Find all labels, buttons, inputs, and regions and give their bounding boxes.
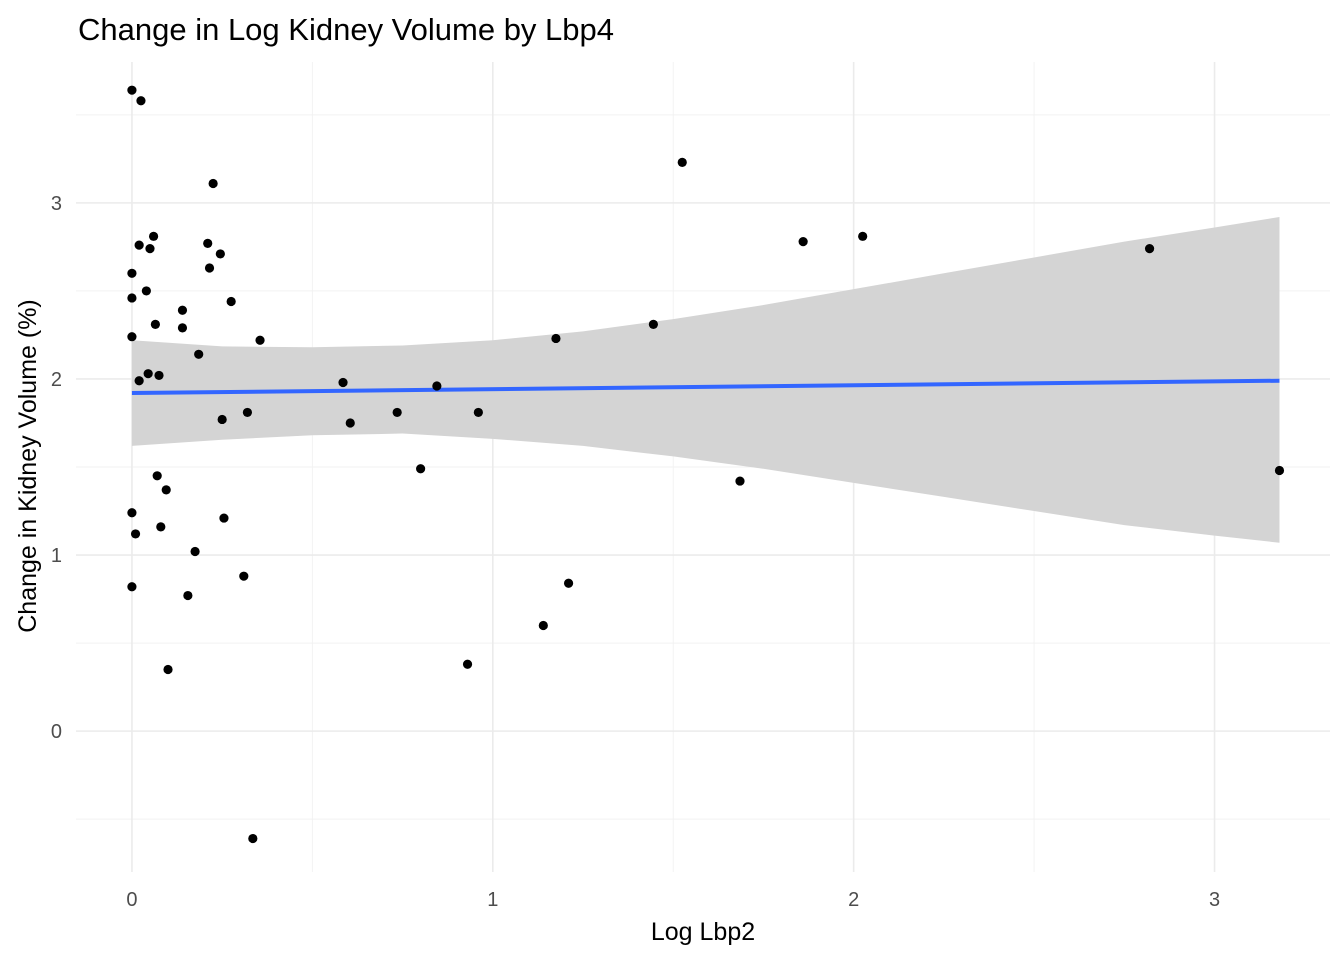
data-point xyxy=(204,263,215,273)
data-point xyxy=(150,319,160,329)
data-point xyxy=(473,407,483,418)
data-point xyxy=(136,96,146,106)
y-tick-label: 0 xyxy=(51,721,62,743)
data-point xyxy=(194,349,204,359)
data-point xyxy=(416,464,426,474)
regression-line xyxy=(131,378,1280,396)
data-point xyxy=(203,238,213,248)
data-point xyxy=(127,85,137,95)
data-point xyxy=(858,231,868,241)
data-point xyxy=(177,323,188,333)
data-point xyxy=(1144,244,1155,254)
data-point xyxy=(217,414,227,425)
x-tick-label: 1 xyxy=(487,889,498,911)
data-point xyxy=(134,376,144,386)
y-tick-label: 3 xyxy=(51,193,62,215)
x-tick-label: 0 xyxy=(126,889,137,911)
data-point xyxy=(208,178,218,189)
data-point xyxy=(551,333,561,344)
y-axis-title: Change in Kidney Volume (%) xyxy=(14,299,42,633)
data-point xyxy=(215,249,225,259)
fit-line xyxy=(131,378,1280,396)
x-tick-labels: 0 1 2 3 xyxy=(126,889,1220,911)
confidence-band xyxy=(131,216,1280,543)
data-point xyxy=(148,231,159,241)
data-point xyxy=(248,833,258,844)
data-point xyxy=(143,369,153,379)
data-point xyxy=(127,293,137,303)
data-point xyxy=(462,659,473,669)
data-point xyxy=(798,237,808,247)
data-point xyxy=(345,418,355,428)
x-tick-label: 2 xyxy=(848,889,859,911)
data-point xyxy=(563,578,574,588)
data-point xyxy=(219,513,229,523)
data-point xyxy=(338,377,348,388)
data-point xyxy=(163,664,173,675)
data-point xyxy=(392,407,402,418)
data-point xyxy=(538,620,548,631)
data-point xyxy=(648,319,658,329)
y-tick-labels: 0 1 2 3 xyxy=(51,193,62,743)
data-point xyxy=(127,332,137,342)
data-point xyxy=(735,476,745,486)
data-point xyxy=(127,508,137,518)
data-point xyxy=(127,268,137,278)
data-point xyxy=(141,286,151,296)
data-point xyxy=(134,240,144,250)
x-tick-label: 3 xyxy=(1209,889,1220,911)
y-tick-label: 2 xyxy=(51,369,62,391)
x-axis-title: Log Lbp2 xyxy=(651,918,755,946)
data-point xyxy=(156,522,166,532)
data-point xyxy=(1274,465,1285,476)
data-point xyxy=(177,305,188,315)
confidence-band-area xyxy=(131,216,1280,543)
data-point xyxy=(239,571,249,581)
data-points xyxy=(127,85,1285,844)
data-point xyxy=(145,244,155,254)
data-point xyxy=(130,529,141,539)
data-point xyxy=(255,335,265,345)
data-point xyxy=(161,485,171,495)
data-point xyxy=(432,381,442,391)
data-point xyxy=(183,590,193,601)
data-point xyxy=(154,370,164,381)
y-tick-label: 1 xyxy=(51,545,62,567)
data-point xyxy=(242,407,253,418)
data-point xyxy=(152,471,162,481)
chart-title: Change in Log Kidney Volume by Lbp4 xyxy=(78,12,614,47)
data-point xyxy=(677,157,687,167)
data-point xyxy=(226,296,236,307)
minor-gridlines xyxy=(76,62,1330,872)
data-point xyxy=(190,546,200,557)
data-point xyxy=(127,582,137,592)
